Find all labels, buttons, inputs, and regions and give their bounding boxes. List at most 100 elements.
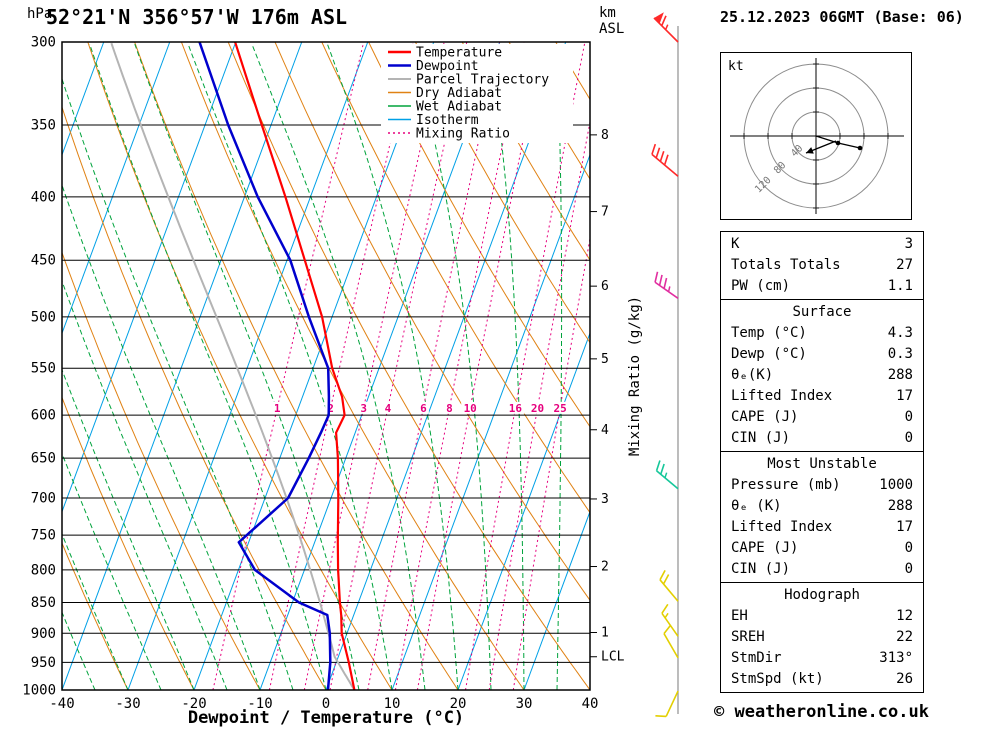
stats-value: 288: [887, 498, 913, 514]
wet-adiabat-line: [187, 43, 393, 690]
mixing-ratio-value-label: 10: [464, 402, 477, 415]
temp-tick-label: -10: [247, 696, 272, 712]
pressure-tick-label: 350: [31, 117, 56, 133]
isotherm-line: [391, 153, 590, 690]
hodograph-trace-dot: [835, 140, 841, 146]
pressure-tick-label: 300: [31, 35, 56, 51]
stats-box: Hodograph EH 12 SREH 22 StmDir 313° StmSpd (kt)…: [720, 582, 924, 693]
km-tick-label: 2: [601, 560, 609, 575]
stats-value: 22: [896, 629, 913, 645]
stats-label: Dewp (°C): [731, 346, 807, 362]
dry-adiabat-line: [414, 42, 590, 344]
altitude-axis-unit-km: km: [599, 5, 616, 21]
km-tick-label: 6: [601, 279, 609, 294]
stats-value: 0: [904, 561, 913, 577]
stats-box-title: Most Unstable: [767, 456, 877, 472]
legend-label: Dry Adiabat: [416, 86, 502, 101]
wind-barb: [661, 603, 679, 637]
temp-tick-label: -40: [49, 696, 74, 712]
stats-row: CAPE (J) 0: [721, 538, 923, 559]
stats-row: Temp (°C) 4.3: [721, 323, 923, 344]
wet-adiabat-line: [62, 279, 228, 690]
mixing-ratio-value-label: 8: [446, 402, 453, 415]
stats-box: K 3 Totals Totals 27 PW (cm) 1.1: [720, 231, 924, 300]
temp-tick-label: -20: [181, 696, 206, 712]
wet-adiabat-line: [689, 44, 720, 690]
km-tick-label: 1: [601, 626, 609, 641]
stats-label: θₑ(K): [731, 367, 774, 383]
stats-value: 0: [904, 430, 913, 446]
dewpoint-curve: [198, 42, 332, 690]
stats-value: 12: [896, 608, 913, 624]
stats-label: CAPE (J): [731, 540, 799, 556]
stats-row: Lifted Index 17: [721, 517, 923, 538]
km-tick-label: 3: [601, 492, 609, 507]
pressure-tick-label: 1000: [22, 683, 56, 699]
dry-adiabat-line: [461, 42, 590, 261]
stats-row: Pressure (mb) 1000: [721, 475, 923, 496]
pressure-tick-label: 500: [31, 309, 56, 325]
stats-row: Lifted Index 17: [721, 386, 923, 407]
stats-label: EH: [731, 608, 748, 624]
pressure-tick-label: 400: [31, 189, 56, 205]
dry-adiabat-line: [62, 105, 327, 690]
x-axis-label: Dewpoint / Temperature (°C): [187, 708, 465, 728]
legend-label: Dewpoint: [416, 59, 479, 74]
stats-label: CIN (J): [731, 561, 791, 577]
stats-label: Lifted Index: [731, 519, 833, 535]
legend-label: Isotherm: [416, 113, 479, 128]
mixing-ratio-value-label: 25: [553, 402, 566, 415]
wet-adiabat-line: [134, 43, 360, 690]
mixing-ratio-value-label: 3: [360, 402, 367, 415]
isotherm-line: [62, 42, 303, 690]
hodograph-trace-dot: [857, 145, 863, 151]
isotherm-line: [523, 510, 590, 690]
stats-row: Totals Totals 27: [721, 255, 923, 276]
km-tick-label: 4: [601, 423, 609, 438]
isotherm-line: [62, 42, 105, 157]
parcel-trajectory-curve: [110, 42, 356, 690]
stats-label: Lifted Index: [731, 388, 833, 404]
wind-barb-column: [651, 12, 679, 718]
stats-value: 26: [896, 671, 913, 687]
stats-value: 1.1: [887, 278, 913, 294]
wind-barb: [659, 569, 679, 602]
wet-adiabat-line: [62, 77, 294, 690]
mixing-ratio-value-label: 2: [327, 402, 334, 415]
dry-adiabat-line: [368, 42, 590, 428]
axis-tick-labels: 3003504004505005506006507007508008509009…: [22, 35, 624, 713]
wind-barb: [663, 624, 679, 659]
stats-tables: K 3 Totals Totals 27 PW (cm) 1.1 Surface Temp (…: [720, 231, 924, 693]
stats-label: Pressure (mb): [731, 477, 841, 493]
isotherm-line: [259, 42, 501, 690]
wet-adiabat-line: [409, 43, 492, 690]
wet-adiabat-line: [62, 368, 195, 690]
wet-adiabat-line: [326, 43, 459, 690]
stats-box-title: Hodograph: [784, 587, 860, 603]
stats-value: 313°: [879, 650, 913, 666]
isotherm-line: [62, 42, 237, 514]
temp-tick-label: 40: [582, 696, 599, 712]
pressure-tick-label: 850: [31, 595, 56, 611]
stats-value: 17: [896, 388, 913, 404]
stats-value: 0.3: [887, 346, 913, 362]
stats-row: StmDir 313°: [721, 648, 923, 669]
pressure-tick-label: 600: [31, 408, 56, 424]
mixing-ratio-axis-label: Mixing Ratio (g/kg): [627, 295, 643, 457]
pressure-tick-label: 650: [31, 451, 56, 467]
wind-barb: [651, 143, 679, 177]
stats-label: Totals Totals: [731, 257, 841, 273]
mixing-ratio-value-label: 16: [509, 402, 523, 415]
pressure-tick-label: 900: [31, 626, 56, 642]
isotherm-line: [127, 42, 369, 690]
mixing-ratio-value-label: 4: [385, 402, 392, 415]
stats-value: 288: [887, 367, 913, 383]
pressure-tick-label: 550: [31, 361, 56, 377]
wind-barb: [655, 690, 679, 718]
stats-value: 3: [904, 236, 913, 252]
skewt-background-lines: [62, 42, 720, 690]
mixing-ratio-value-label: 1: [274, 402, 281, 415]
pressure-tick-label: 800: [31, 562, 56, 578]
